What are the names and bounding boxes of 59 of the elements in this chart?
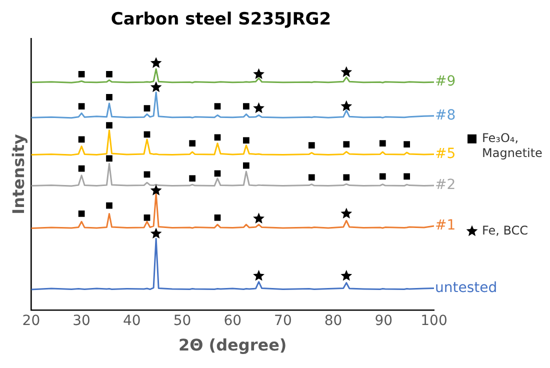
point — [340, 270, 352, 281]
legend-label: Fe₃O₄, Magnetite — [482, 131, 542, 160]
point — [308, 142, 315, 148]
series-label: #9 — [435, 74, 456, 90]
point — [404, 141, 410, 148]
x-axis-title: 2Θ (degree) — [178, 336, 287, 355]
point — [340, 100, 352, 112]
point — [253, 68, 264, 80]
point — [150, 184, 162, 196]
point — [189, 175, 196, 182]
point — [214, 103, 221, 110]
point — [78, 103, 85, 110]
point — [106, 202, 112, 209]
point — [243, 162, 250, 169]
point — [379, 140, 386, 147]
x-tick-label: 90 — [374, 313, 393, 330]
point — [78, 136, 85, 143]
series-label: untested — [435, 280, 498, 296]
x-tick-label: 20 — [22, 313, 40, 330]
chart-title: Carbon steel S235JRG2 — [110, 10, 332, 30]
point — [253, 270, 264, 281]
point — [308, 174, 315, 181]
point — [253, 102, 264, 114]
point — [253, 212, 264, 224]
x-tick-label: 60 — [224, 313, 242, 330]
x-tick-label: 30 — [72, 313, 90, 330]
point — [144, 214, 150, 221]
series-label: #5 — [435, 146, 456, 162]
x-tick-label: 80 — [324, 313, 342, 330]
point — [340, 66, 352, 78]
point — [404, 173, 410, 180]
legend-label: Fe, BCC — [482, 223, 528, 238]
point — [78, 210, 85, 217]
point — [78, 71, 85, 78]
point — [106, 122, 112, 128]
point — [343, 141, 350, 148]
point — [150, 81, 162, 92]
x-tick-label: 70 — [274, 313, 292, 330]
point — [214, 134, 221, 141]
point — [243, 137, 250, 144]
point — [243, 103, 250, 110]
point — [150, 57, 162, 68]
point — [144, 105, 150, 112]
x-tick-label: 50 — [173, 313, 192, 330]
series-label: #1 — [435, 218, 456, 234]
point — [343, 174, 350, 181]
point — [106, 155, 112, 162]
x-tick-label: 100 — [420, 313, 448, 330]
x-tick-label: 40 — [122, 313, 141, 330]
point — [106, 71, 112, 78]
series-label: #2 — [435, 177, 456, 194]
y-axis-title: Intensity — [8, 133, 28, 214]
series-label: #8 — [435, 108, 456, 124]
point — [214, 214, 221, 221]
point — [150, 228, 162, 239]
point — [379, 173, 386, 180]
point — [189, 140, 196, 147]
point — [106, 94, 112, 100]
point — [340, 208, 352, 219]
